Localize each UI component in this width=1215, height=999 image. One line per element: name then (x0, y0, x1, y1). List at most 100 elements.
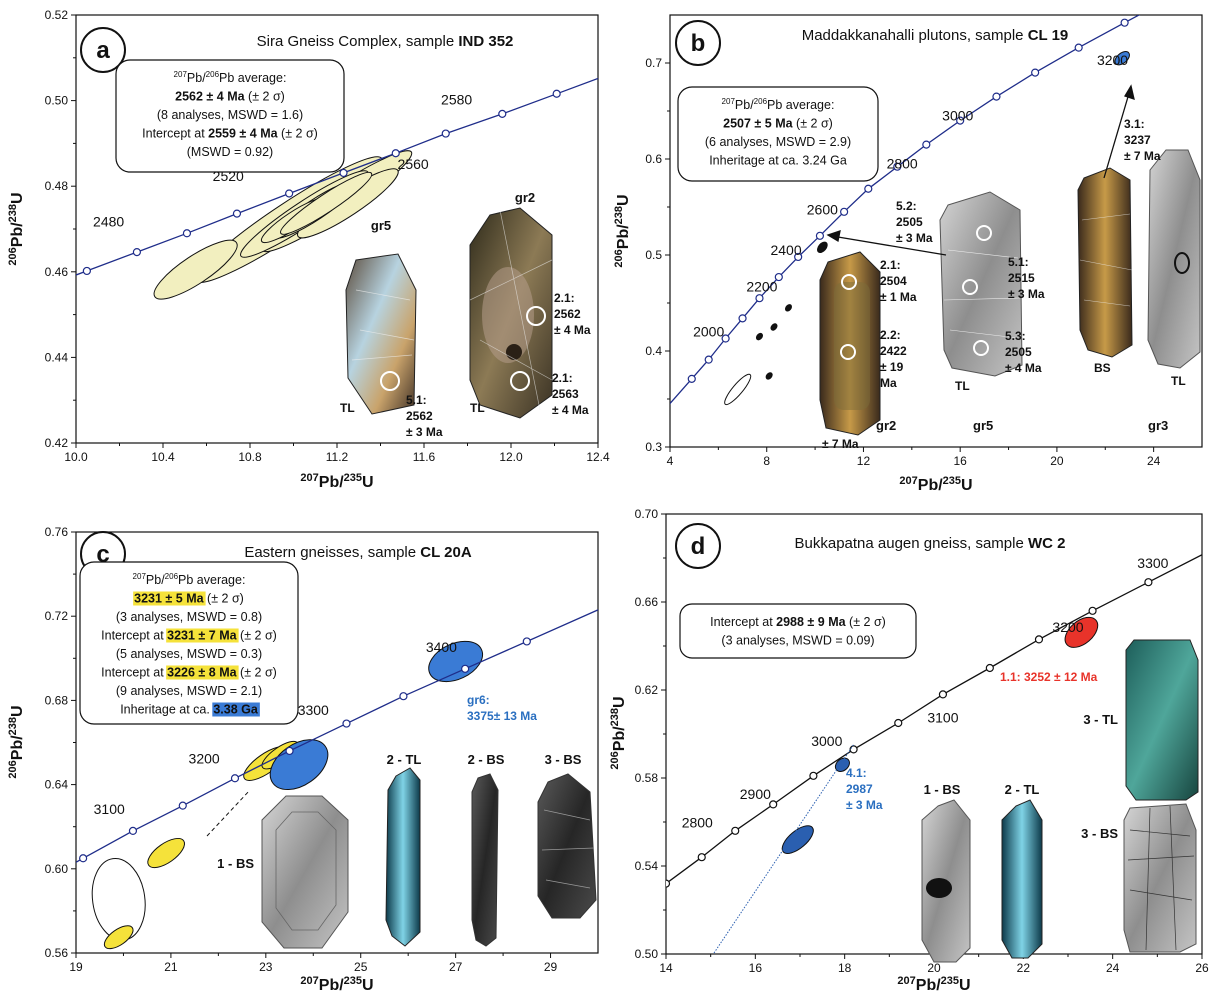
concordia-age-label: 2200 (746, 278, 777, 294)
concordia-age-marker (343, 720, 350, 727)
y-tick-label: 0.52 (45, 8, 69, 22)
y-tick-label: 0.5 (645, 248, 662, 262)
svg-text:± 4 Ma: ± 4 Ma (552, 403, 589, 417)
y-tick-label: 0.60 (45, 862, 69, 876)
concordia-age-marker (400, 693, 407, 700)
x-tick-label: 12 (857, 454, 871, 468)
result-line: Inheritage at ca. 3.24 Ga (709, 154, 847, 168)
result-line: 207Pb/206Pb average: (722, 97, 835, 112)
result-line: 2507 ± 5 Ma (± 2 σ) (723, 117, 833, 131)
result-line: Inheritage at ca. 3.38 Ga (120, 703, 259, 717)
result-line: 3231 ± 5 Ma (± 2 σ) (134, 592, 244, 606)
concordia-age-marker (986, 665, 993, 672)
annotation-gr6: gr6: (467, 693, 490, 707)
y-axis-label: 206Pb/238U (7, 192, 26, 265)
concordia-age-marker (340, 169, 347, 176)
y-ticks: 0.420.440.460.480.500.52 (45, 8, 76, 450)
x-tick-label: 18 (838, 961, 852, 975)
x-tick-label: 27 (449, 960, 463, 974)
svg-text:b: b (691, 30, 706, 57)
svg-text:2563: 2563 (552, 387, 579, 401)
concordia-age-label: 2800 (887, 156, 918, 172)
concordia-age-marker (663, 880, 670, 887)
svg-text:gr5: gr5 (973, 418, 993, 433)
svg-text:± 7 Ma: ± 7 Ma (822, 437, 859, 451)
svg-text:2.1:: 2.1: (552, 371, 573, 385)
y-tick-label: 0.54 (635, 859, 659, 873)
x-tick-label: 16 (749, 961, 763, 975)
result-line: Intercept at 2559 ± 4 Ma (± 2 σ) (142, 127, 318, 141)
concordia-age-marker (993, 93, 1000, 100)
result-line: (8 analyses, MSWD = 1.6) (157, 108, 303, 122)
svg-text:2.1:: 2.1: (880, 258, 901, 272)
concordia-age-marker (1075, 44, 1082, 51)
svg-text:TL: TL (955, 379, 970, 393)
annotation-3-1: 3.1: (1124, 117, 1145, 131)
svg-text:± 4 Ma: ± 4 Ma (1005, 361, 1042, 375)
concordia-age-label: 2580 (441, 91, 472, 107)
result-box: 207Pb/206Pb average:3231 ± 5 Ma (± 2 σ)(… (80, 562, 298, 724)
annotation-3-1-age: 3237 (1124, 133, 1151, 147)
concordia-age-marker (850, 746, 857, 753)
concordia-age-label: 3000 (811, 733, 842, 749)
concordia-age-marker (179, 802, 186, 809)
y-ticks: 0.500.540.580.620.660.70 (635, 507, 666, 961)
result-line: Intercept at 3226 ± 8 Ma (± 2 σ) (101, 666, 277, 680)
concordia-age-label: 2600 (807, 202, 838, 218)
x-tick-label: 26 (1195, 961, 1209, 975)
concordia-age-label: 3300 (1137, 555, 1168, 571)
y-tick-label: 0.62 (635, 683, 659, 697)
y-tick-label: 0.68 (45, 693, 69, 707)
x-tick-label: 11.2 (326, 450, 349, 464)
svg-text:2562: 2562 (554, 307, 581, 321)
svg-text:2.2:: 2.2: (880, 328, 901, 342)
concordia-age-marker (553, 90, 560, 97)
concordia-age-label: 3400 (426, 639, 457, 655)
x-tick-label: 29 (544, 960, 558, 974)
concordia-age-marker (756, 295, 763, 302)
concordia-age-marker (1145, 579, 1152, 586)
result-line: 2562 ± 4 Ma (± 2 σ) (175, 90, 285, 104)
svg-text:5.2:: 5.2: (896, 199, 917, 213)
svg-text:Ma: Ma (880, 376, 897, 390)
concordia-age-marker (732, 827, 739, 834)
y-axis-label: 206Pb/238U (7, 705, 26, 778)
result-line: 207Pb/206Pb average: (174, 70, 287, 85)
concordia-age-label: 2560 (398, 156, 429, 172)
y-tick-label: 0.6 (645, 152, 662, 166)
concordia-age-marker (865, 185, 872, 192)
concordia-age-marker (286, 747, 293, 754)
svg-text:2515: 2515 (1008, 271, 1035, 285)
x-tick-label: 10.8 (238, 450, 262, 464)
x-tick-label: 14 (659, 961, 673, 975)
y-tick-label: 0.66 (635, 595, 659, 609)
y-axis-label: 206Pb/238U (613, 194, 632, 267)
concordia-age-label: 2480 (93, 213, 124, 229)
annotation-3-1-err-visible: ± 7 Ma (1124, 149, 1161, 163)
y-tick-label: 0.50 (45, 94, 69, 108)
y-tick-label: 0.70 (635, 507, 659, 521)
concordia-age-marker (1089, 607, 1096, 614)
svg-text:TL: TL (470, 401, 485, 415)
svg-text:1 - BS: 1 - BS (924, 782, 961, 797)
x-tick-label: 10.0 (64, 450, 88, 464)
svg-text:2 - TL: 2 - TL (387, 752, 422, 767)
x-axis-label: 207Pb/235U (899, 475, 972, 494)
result-line: (MSWD = 0.92) (187, 145, 273, 159)
concordia-age-label: 3000 (942, 108, 973, 124)
x-tick-label: 12.0 (499, 450, 523, 464)
panel-title: Bukkapatna augen gneiss, sample WC 2 (795, 535, 1066, 552)
svg-text:5.1:: 5.1: (406, 393, 427, 407)
concordia-age-marker (895, 720, 902, 727)
result-box: 207Pb/206Pb average: 2562 ± 4 Ma (± 2 σ) (… (116, 60, 344, 172)
x-tick-label: 20 (927, 961, 941, 975)
y-tick-label: 0.48 (45, 179, 69, 193)
svg-text:2505: 2505 (896, 215, 923, 229)
y-ticks: 0.30.40.50.60.7 (645, 56, 670, 454)
x-tick-label: 4 (667, 454, 674, 468)
svg-text:2 - TL: 2 - TL (1005, 782, 1040, 797)
concordia-age-label: 3200 (1052, 619, 1083, 635)
